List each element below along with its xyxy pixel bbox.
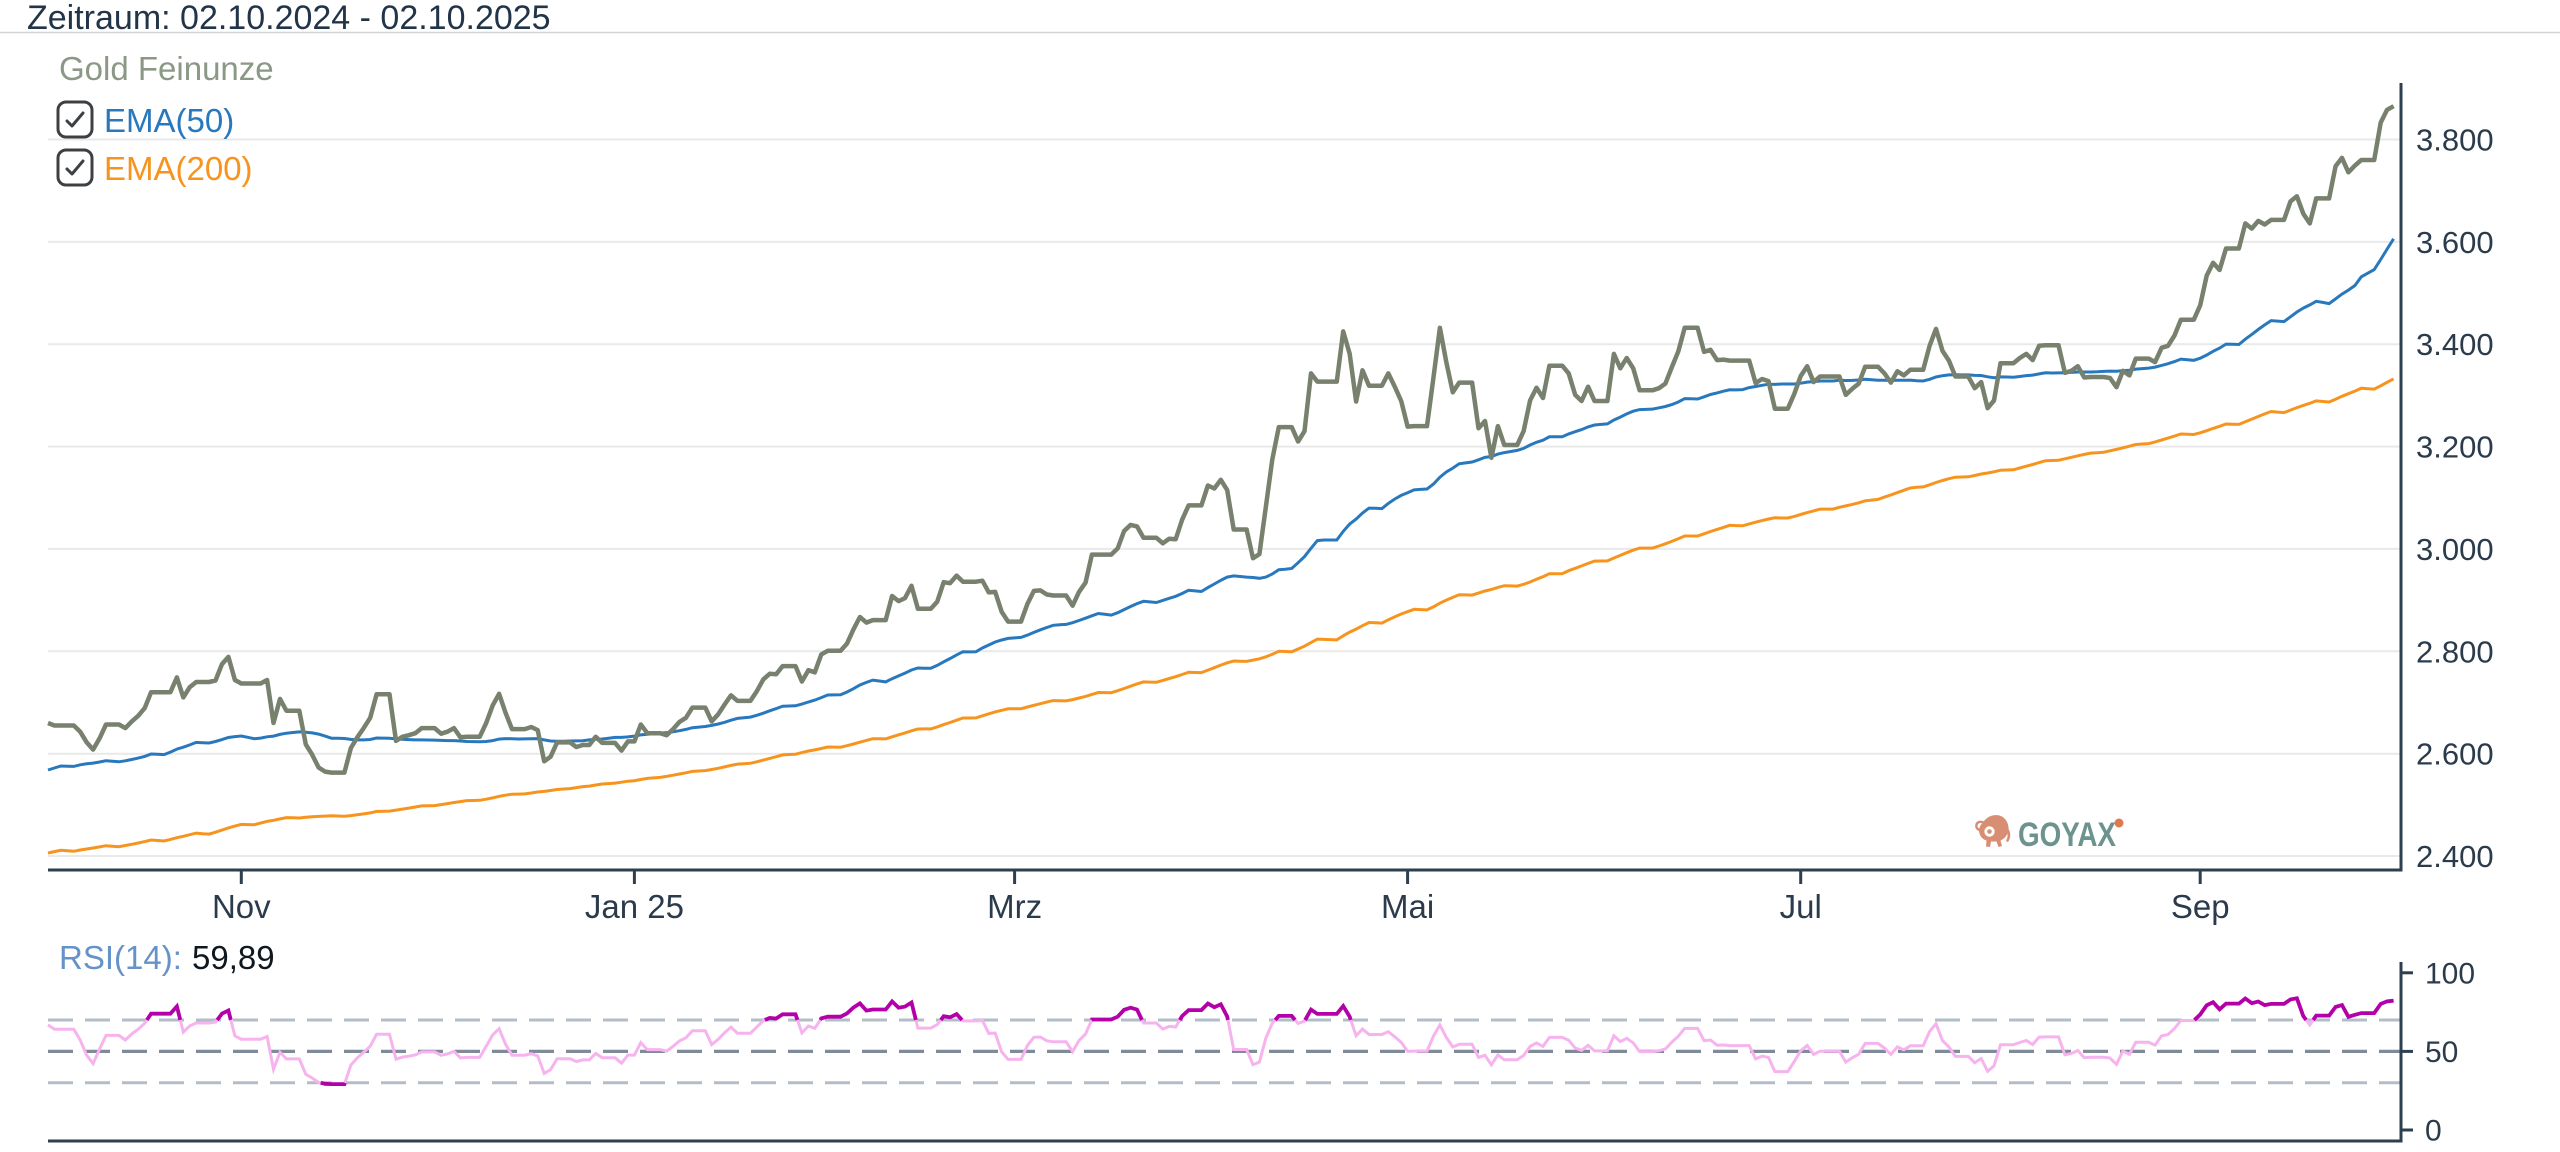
svg-text:2.800: 2.800 bbox=[2416, 634, 2494, 669]
svg-text:GOYAX: GOYAX bbox=[2018, 816, 2116, 854]
svg-text:3.200: 3.200 bbox=[2416, 430, 2494, 465]
svg-text:3.400: 3.400 bbox=[2416, 327, 2494, 362]
svg-text:RSI(14):: RSI(14): bbox=[59, 939, 182, 976]
svg-text:Nov: Nov bbox=[212, 888, 271, 925]
svg-text:3.600: 3.600 bbox=[2416, 225, 2494, 260]
svg-text:59,89: 59,89 bbox=[192, 939, 275, 976]
svg-text:3.800: 3.800 bbox=[2416, 123, 2494, 158]
svg-text:Mrz: Mrz bbox=[987, 888, 1042, 925]
svg-text:Zeitraum: 02.10.2024 - 02.10.2: Zeitraum: 02.10.2024 - 02.10.2025 bbox=[27, 0, 551, 37]
svg-text:2.600: 2.600 bbox=[2416, 737, 2494, 772]
svg-text:Sep: Sep bbox=[2171, 888, 2230, 925]
svg-text:100: 100 bbox=[2425, 957, 2475, 990]
svg-text:2.400: 2.400 bbox=[2416, 839, 2494, 874]
svg-text:Jul: Jul bbox=[1780, 888, 1822, 925]
svg-text:EMA(200): EMA(200) bbox=[104, 150, 253, 187]
svg-text:EMA(50): EMA(50) bbox=[104, 102, 234, 139]
svg-text:3.000: 3.000 bbox=[2416, 532, 2494, 567]
svg-text:0: 0 bbox=[2425, 1115, 2442, 1148]
svg-text:Jan 25: Jan 25 bbox=[585, 888, 684, 925]
svg-text:50: 50 bbox=[2425, 1036, 2458, 1069]
svg-text:Gold Feinunze: Gold Feinunze bbox=[59, 50, 274, 87]
svg-text:Mai: Mai bbox=[1381, 888, 1434, 925]
